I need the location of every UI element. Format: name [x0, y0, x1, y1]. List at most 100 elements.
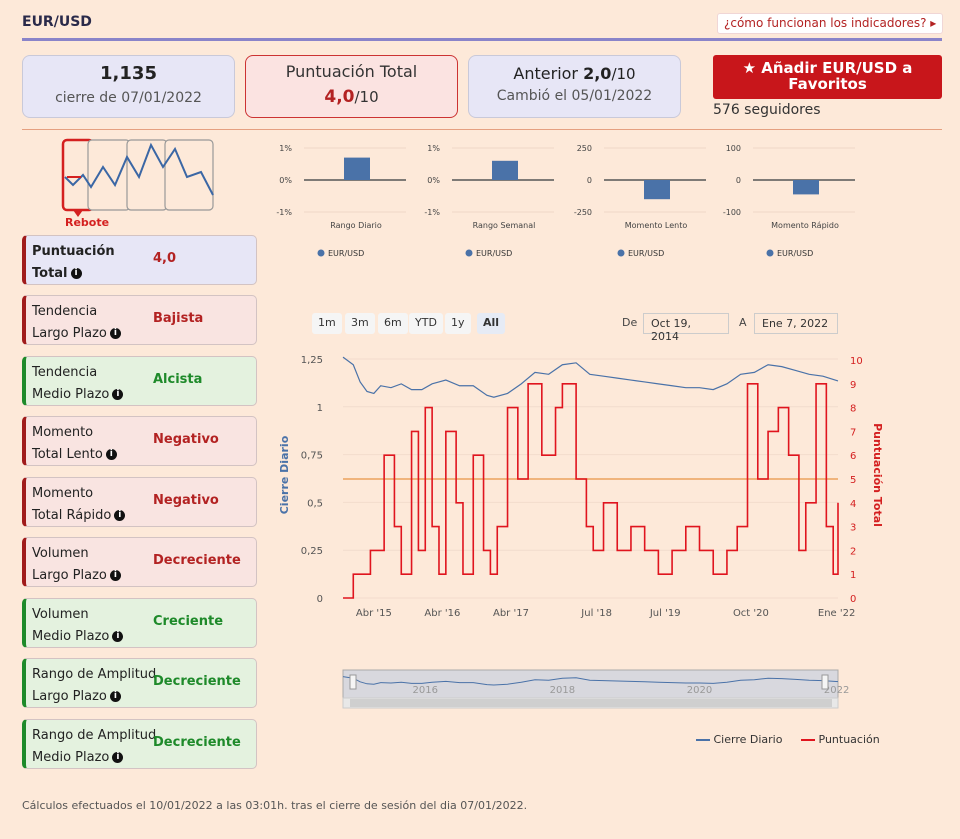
indicator-fast-momentum: Momento Total Rápido i Negativo — [22, 477, 257, 527]
help-link[interactable]: ¿cómo funcionan los indicadores? ▸ — [717, 13, 943, 34]
total-score-value: 4,0 — [324, 87, 355, 107]
range-all-button[interactable]: All — [477, 313, 506, 334]
y2-tick-label: 4 — [850, 499, 856, 510]
indicator-medium-volume: Volumen Medio Plazo i Creciente — [22, 598, 257, 648]
legend-marker — [465, 249, 473, 257]
navigator-tick-label: 2018 — [550, 685, 575, 696]
navigator: 2016 2018 2020 2022 — [342, 669, 849, 709]
mini-chart-3: 250 0 -250 Momento Lento EUR/USD — [574, 144, 706, 258]
info-icon[interactable]: i — [112, 389, 124, 400]
indicator-value: 4,0 — [153, 251, 177, 266]
indicator-line1: Tendencia — [32, 304, 98, 319]
to-date-input[interactable]: Ene 7, 2022 — [754, 313, 838, 334]
legend-close[interactable]: Cierre Diario — [696, 733, 782, 746]
mini-chart-1: 1% 0% -1% Rango Diario EUR/USD — [276, 144, 406, 258]
info-icon[interactable]: i — [112, 631, 124, 642]
indicator-line1: Momento — [32, 425, 94, 440]
from-label: De — [622, 316, 638, 329]
close-date: cierre de 07/01/2022 — [55, 90, 202, 106]
indicator-line2: Medio Plazo — [32, 629, 110, 644]
y-tick-label: 1 — [317, 403, 323, 414]
indicator-value: Negativo — [153, 432, 219, 447]
indicator-line1: Rango de Amplitud — [32, 667, 157, 682]
indicator-medium-trend: Tendencia Medio Plazo i Alcista — [22, 356, 257, 406]
mini-bar-charts: 1% 0% -1% Rango Diario EUR/USD 1% 0% -1% Rango S… — [276, 144, 855, 258]
navigator-series — [342, 676, 839, 686]
indicator-total-score: Puntuación Total i 4,0 — [22, 235, 257, 285]
range-3m-button[interactable]: 3m — [345, 313, 375, 334]
indicator-line2: Largo Plazo — [32, 568, 107, 583]
title-divider — [22, 38, 942, 41]
total-score-suffix: /10 — [354, 88, 379, 106]
info-icon[interactable]: i — [109, 570, 121, 581]
y2-tick-label: 3 — [850, 523, 856, 534]
close-value: 1,135 — [100, 63, 157, 84]
indicator-line1: Volumen — [32, 546, 89, 561]
previous-score-value: 2,0 — [583, 64, 612, 83]
legend-label: EUR/USD — [777, 249, 813, 258]
from-date-input[interactable]: Oct 19, 2014 — [643, 313, 729, 343]
legend-score[interactable]: Puntuación — [801, 733, 880, 746]
category-label: Momento Lento — [625, 221, 688, 230]
y-tick-label: 0 — [736, 176, 741, 185]
series-score-line — [343, 383, 839, 599]
navigator-tick-label: 2022 — [824, 685, 849, 696]
y-tick-label: 250 — [577, 144, 592, 153]
info-icon[interactable]: i — [112, 752, 124, 763]
indicator-line1: Puntuación — [32, 244, 115, 259]
previous-score-suffix: /10 — [611, 65, 636, 83]
calculation-note: Cálculos efectuados el 10/01/2022 a las … — [22, 799, 528, 812]
y2-tick-label: 10 — [850, 356, 863, 367]
indicator-line2: Total — [32, 266, 68, 281]
indicator-medium-range: Rango de Amplitud Medio Plazo i Decrecient… — [22, 719, 257, 769]
y2-tick-label: 8 — [850, 404, 856, 415]
info-icon[interactable]: i — [105, 449, 117, 460]
range-ytd-button[interactable]: YTD — [409, 313, 443, 334]
indicator-long-volume: Volumen Largo Plazo i Decreciente — [22, 537, 257, 587]
y-tick-label: 0,25 — [301, 546, 323, 557]
mini-chart-4: 100 0 -100 Momento Rápido EUR/USD — [723, 144, 855, 258]
x-tick-label: Jul '18 — [580, 608, 612, 619]
y2-tick-label: 6 — [850, 451, 856, 462]
navigator-window — [342, 669, 839, 700]
info-icon[interactable]: i — [109, 328, 121, 339]
indicator-line2: Total Lento — [32, 447, 103, 462]
info-icon[interactable]: i — [114, 510, 126, 521]
series-close-line — [342, 356, 839, 398]
followers-count: 576 seguidores — [713, 102, 821, 118]
x-tick-label: Abr '16 — [424, 608, 460, 619]
navigator-handle-left — [349, 674, 357, 690]
info-icon[interactable]: i — [109, 691, 121, 702]
previous-label: Anterior — [513, 64, 578, 83]
section-divider — [22, 129, 942, 130]
legend-score-label: Puntuación — [818, 733, 880, 746]
y2-tick-label: 1 — [850, 570, 856, 581]
range-6m-button[interactable]: 6m — [378, 313, 408, 334]
logo-label: Rebote — [65, 216, 109, 229]
x-tick-label: Oct '20 — [733, 608, 769, 619]
indicator-line2: Medio Plazo — [32, 750, 110, 765]
legend-close-label: Cierre Diario — [713, 733, 783, 746]
add-favorites-button[interactable]: ★ Añadir EUR/USD a Favoritos — [713, 55, 942, 99]
y2-axis-title: Puntuación Total — [871, 423, 884, 527]
indicator-line2: Largo Plazo — [32, 689, 107, 704]
x-tick-label: Jul '19 — [649, 608, 681, 619]
y-tick-label: 1% — [279, 144, 292, 153]
range-1m-button[interactable]: 1m — [312, 313, 342, 334]
range-1y-button[interactable]: 1y — [445, 313, 471, 334]
y2-tick-label: 0 — [850, 594, 856, 605]
y-tick-label: 0,5 — [307, 498, 323, 509]
indicator-line1: Tendencia — [32, 365, 98, 380]
x-tick-label: Abr '15 — [356, 608, 392, 619]
total-score-label: Puntuación Total — [285, 62, 418, 81]
navigator-tick-label: 2020 — [687, 685, 712, 696]
indicator-line1: Volumen — [32, 607, 89, 622]
indicator-line1: Rango de Amplitud — [32, 728, 157, 743]
x-tick-label: Ene '22 — [818, 608, 855, 619]
info-icon[interactable]: i — [70, 268, 82, 279]
bar — [344, 157, 370, 180]
category-label: Momento Rápido — [771, 221, 839, 230]
y-tick-label: -1% — [424, 208, 440, 217]
